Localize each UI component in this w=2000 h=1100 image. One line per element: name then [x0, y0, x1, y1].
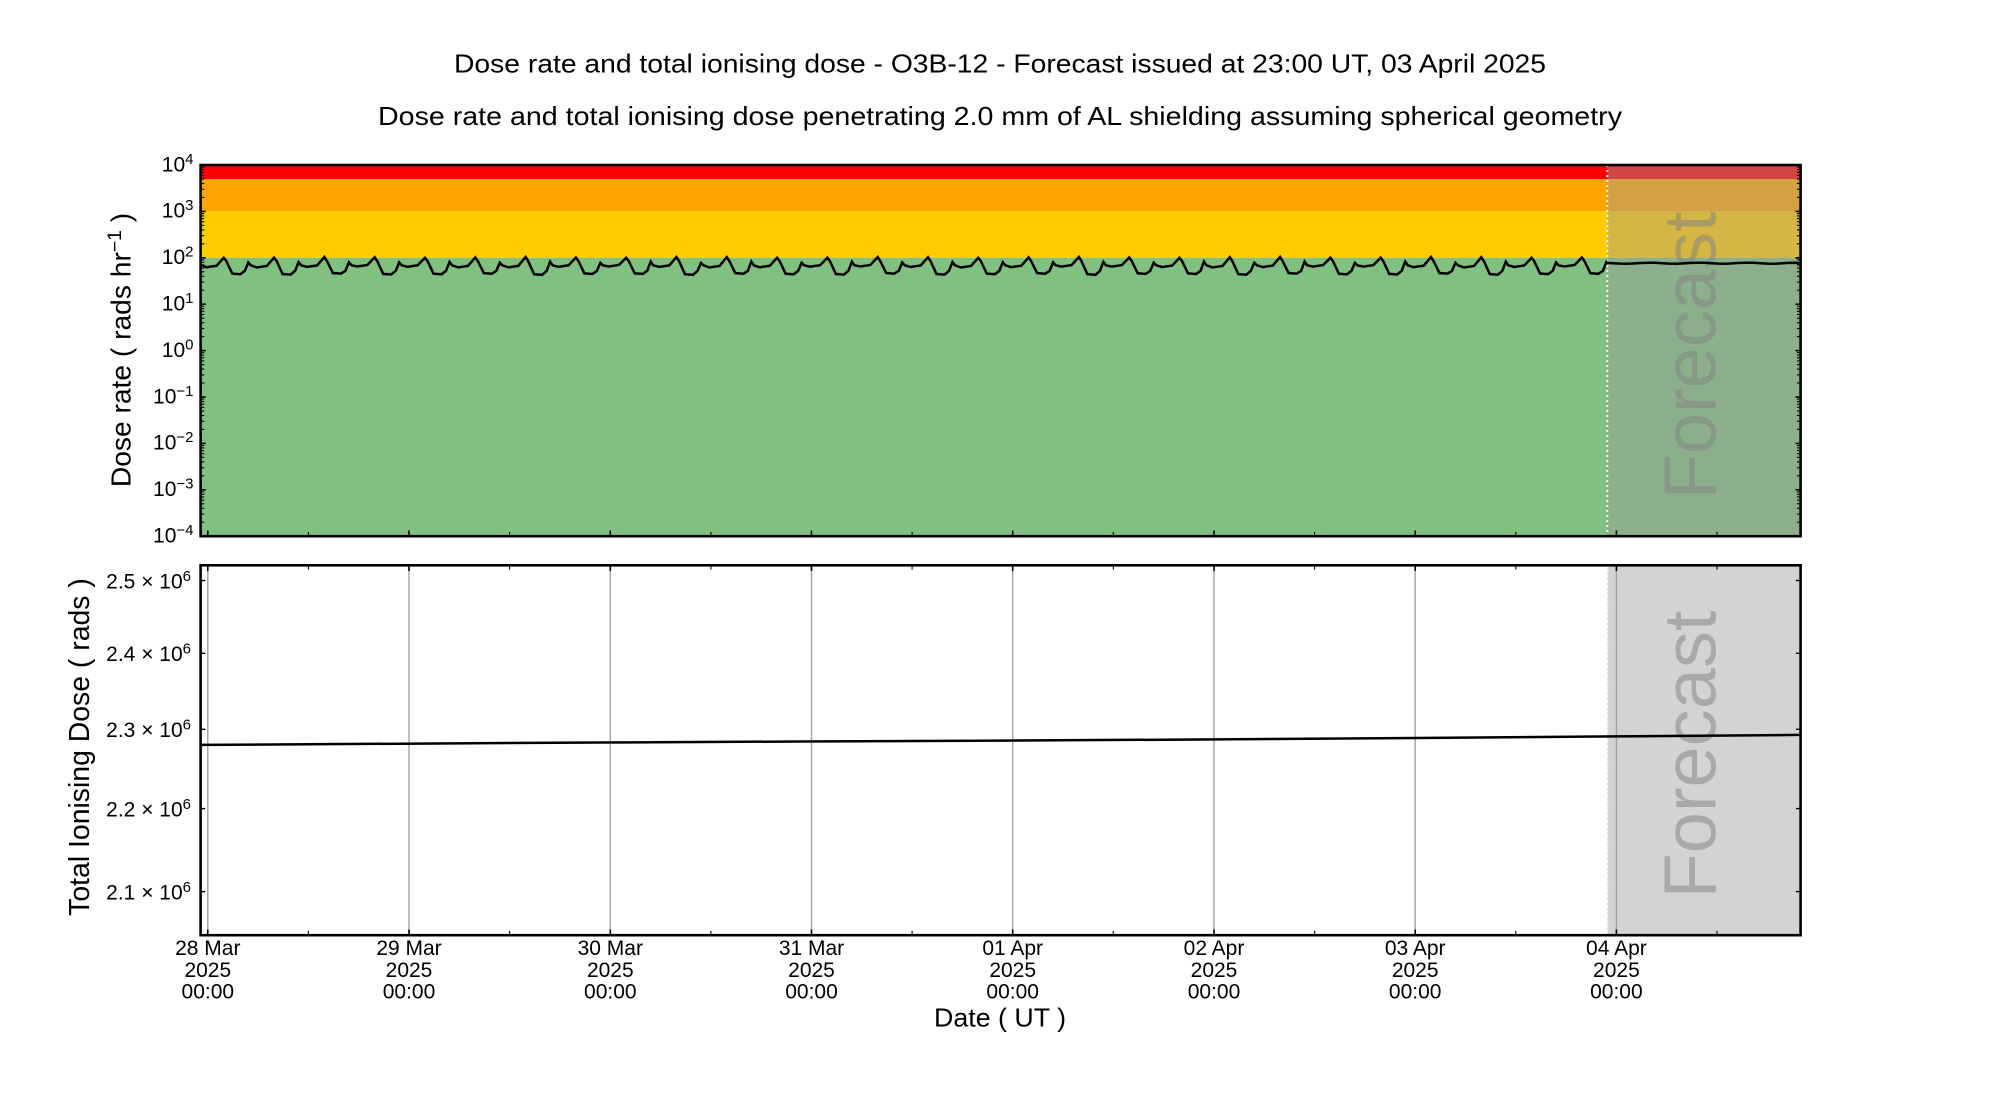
- svg-text:2.4 × 106: 2.4 × 106: [106, 641, 191, 667]
- svg-text:102: 102: [162, 244, 194, 270]
- svg-text:Dose rate and total ionising d: Dose rate and total ionising dose - O3B-…: [454, 49, 1546, 79]
- svg-text:100: 100: [162, 336, 194, 362]
- svg-text:Forecast: Forecast: [1649, 211, 1732, 499]
- svg-text:2.1 × 106: 2.1 × 106: [106, 879, 191, 905]
- svg-text:2.3 × 106: 2.3 × 106: [106, 717, 191, 743]
- svg-text:2.2 × 106: 2.2 × 106: [106, 796, 191, 822]
- svg-text:Date ( UT ): Date ( UT ): [934, 1003, 1066, 1033]
- svg-text:Forecast: Forecast: [1649, 610, 1732, 898]
- svg-text:Dose rate and total ionising d: Dose rate and total ionising dose penetr…: [378, 101, 1622, 131]
- svg-text:Dose rate ( rads hr−1 ): Dose rate ( rads hr−1 ): [104, 213, 137, 487]
- svg-text:2.5 × 106: 2.5 × 106: [106, 568, 191, 594]
- svg-text:Total Ionising Dose ( rads ): Total Ionising Dose ( rads ): [64, 578, 96, 916]
